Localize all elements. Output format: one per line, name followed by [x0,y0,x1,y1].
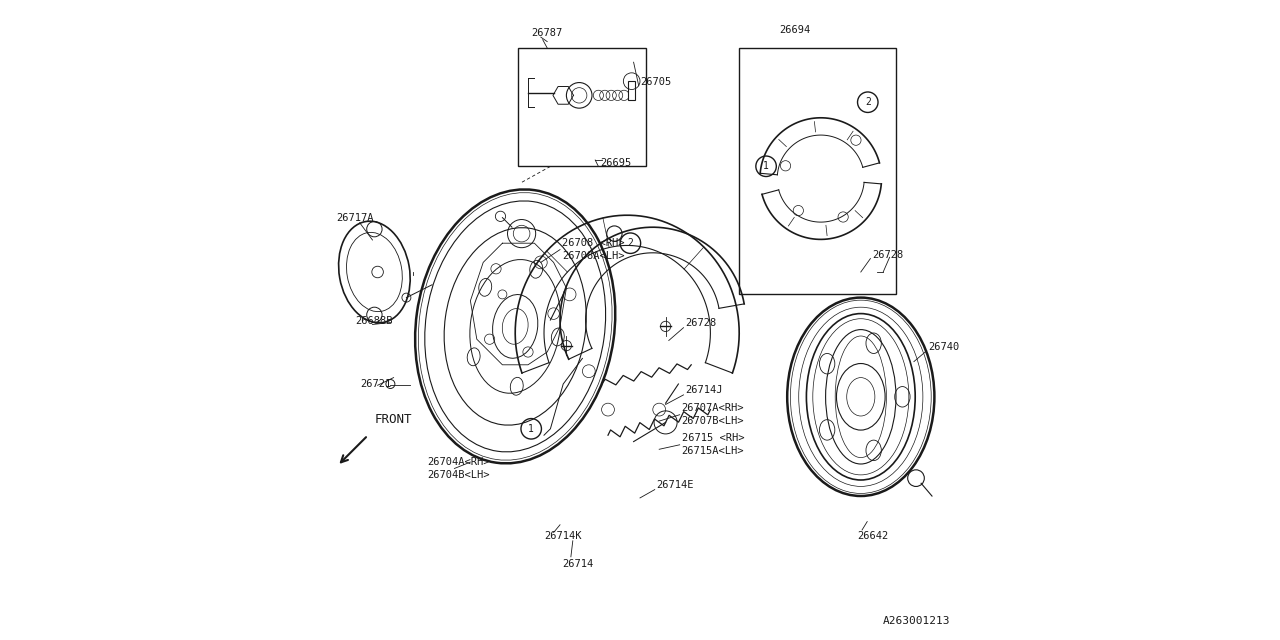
Bar [628,81,635,100]
Text: 26717A: 26717A [335,212,374,223]
Bar [740,48,896,294]
Text: 26740: 26740 [928,342,959,352]
Text: 26715A<LH>: 26715A<LH> [681,446,744,456]
Text: 26705: 26705 [640,77,671,87]
Text: 1: 1 [763,161,769,172]
Text: 26787: 26787 [531,28,562,38]
Text: 26694: 26694 [780,25,810,35]
Text: 26714J: 26714J [685,385,722,396]
Text: 26728: 26728 [685,318,716,328]
Text: 26714K: 26714K [544,531,581,541]
Text: 26704A<RH>: 26704A<RH> [428,457,490,467]
Text: 26688B: 26688B [356,316,393,326]
Text: 26642: 26642 [858,531,888,541]
Text: 26707A<RH>: 26707A<RH> [681,403,744,413]
Text: 26714: 26714 [562,559,593,570]
Text: 26715 <RH>: 26715 <RH> [681,433,744,444]
Text: 2: 2 [627,238,634,248]
Text: 26728: 26728 [873,250,904,260]
Text: 26721: 26721 [361,379,392,389]
Text: 26704B<LH>: 26704B<LH> [428,470,490,480]
Text: 1: 1 [529,424,534,434]
Text: 26714E: 26714E [657,480,694,490]
Text: 26708A<LH>: 26708A<LH> [562,251,625,261]
Text: FRONT: FRONT [374,413,412,426]
Text: 26695: 26695 [600,157,631,168]
Text: 2: 2 [865,97,870,108]
Text: 26707B<LH>: 26707B<LH> [681,416,744,426]
Text: A263001213: A263001213 [883,616,950,626]
Bar [518,48,646,166]
Text: 26708 <RH>: 26708 <RH> [562,238,625,248]
